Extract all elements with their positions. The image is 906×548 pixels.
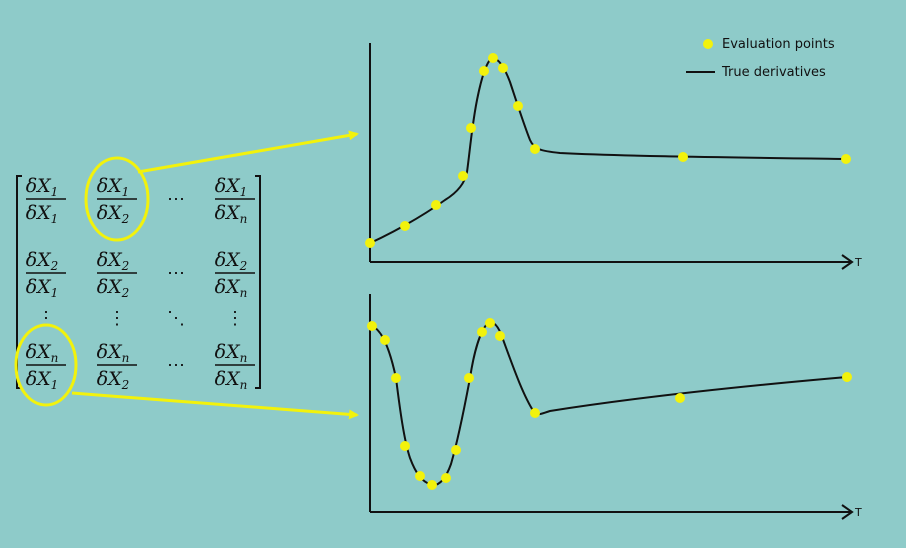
matrix-entry: δX1 δXn bbox=[215, 175, 255, 226]
evaluation-point bbox=[513, 101, 523, 111]
top-true-derivative-curve bbox=[369, 56, 847, 244]
evaluation-point bbox=[466, 123, 476, 133]
evaluation-point bbox=[415, 471, 425, 481]
evaluation-point bbox=[391, 373, 401, 383]
arrow-top bbox=[137, 130, 359, 174]
matrix-denominator: δX2 bbox=[97, 202, 130, 226]
evaluation-point bbox=[431, 200, 441, 210]
bottom-chart-axes bbox=[369, 294, 854, 520]
evaluation-point bbox=[485, 318, 495, 328]
matrix-denominator: δX1 bbox=[26, 276, 59, 300]
top-x-axis-label: T bbox=[854, 256, 862, 269]
matrix-numerator: δXn bbox=[215, 341, 248, 365]
matrix-ellipsis: ⋮ bbox=[37, 308, 55, 329]
matrix-denominator: δX1 bbox=[26, 202, 59, 226]
legend-points-label: Evaluation points bbox=[722, 37, 835, 52]
evaluation-point bbox=[530, 144, 540, 154]
matrix-entry: δXn δX1 bbox=[26, 341, 66, 392]
matrix-denominator: δXn bbox=[215, 368, 248, 392]
highlight-ellipse-top bbox=[84, 156, 150, 242]
matrix-denominator: δXn bbox=[215, 276, 248, 300]
matrix-ellipsis: ⋯ bbox=[167, 355, 185, 376]
matrix-denominator: δX1 bbox=[26, 368, 59, 392]
matrix-numerator: δX1 bbox=[97, 175, 130, 199]
evaluation-point bbox=[367, 321, 377, 331]
matrix-numerator: δX2 bbox=[97, 249, 130, 273]
legend-point-marker bbox=[703, 39, 713, 49]
matrix-ellipsis: ⋮ bbox=[226, 308, 244, 329]
evaluation-point bbox=[380, 335, 390, 345]
evaluation-point bbox=[841, 154, 851, 164]
matrix-ellipsis: ⋱ bbox=[167, 308, 185, 329]
matrix-entry: δXn δX2 bbox=[97, 341, 137, 392]
matrix-entry: δX2 δXn bbox=[215, 249, 255, 300]
highlight-ellipse-bottom bbox=[14, 323, 78, 407]
arrow-bottom bbox=[71, 391, 359, 420]
matrix-numerator: δXn bbox=[97, 341, 130, 365]
evaluation-point bbox=[441, 473, 451, 483]
evaluation-point bbox=[477, 327, 487, 337]
evaluation-point bbox=[498, 63, 508, 73]
matrix-entry: δXn δXn bbox=[215, 341, 255, 392]
evaluation-point bbox=[464, 373, 474, 383]
evaluation-point bbox=[365, 238, 375, 248]
evaluation-point bbox=[675, 393, 685, 403]
matrix-numerator: δX1 bbox=[215, 175, 248, 199]
matrix-right-bracket bbox=[255, 175, 261, 389]
matrix-numerator: δX1 bbox=[26, 175, 59, 199]
bottom-true-derivative-curve bbox=[371, 321, 848, 487]
evaluation-point bbox=[530, 408, 540, 418]
legend: Evaluation points True derivatives bbox=[686, 37, 835, 80]
matrix-ellipsis: ⋮ bbox=[108, 308, 126, 329]
evaluation-point bbox=[479, 66, 489, 76]
matrix-denominator: δX2 bbox=[97, 368, 130, 392]
evaluation-point bbox=[678, 152, 688, 162]
legend-line-label: True derivatives bbox=[721, 65, 826, 80]
top-evaluation-points bbox=[365, 53, 851, 248]
evaluation-point bbox=[400, 221, 410, 231]
matrix-numerator: δXn bbox=[26, 341, 59, 365]
evaluation-point bbox=[495, 331, 505, 341]
matrix-ellipsis: ⋯ bbox=[167, 263, 185, 284]
evaluation-point bbox=[458, 171, 468, 181]
top-chart-axes bbox=[369, 43, 854, 270]
evaluation-point bbox=[842, 372, 852, 382]
bottom-x-axis-label: T bbox=[854, 506, 862, 519]
matrix-ellipsis: ⋯ bbox=[167, 189, 185, 210]
matrix-left-bracket bbox=[16, 175, 22, 389]
matrix-numerator: δX2 bbox=[26, 249, 59, 273]
matrix-denominator: δXn bbox=[215, 202, 248, 226]
evaluation-point bbox=[400, 441, 410, 451]
evaluation-point bbox=[427, 480, 437, 490]
matrix-numerator: δX2 bbox=[215, 249, 248, 273]
bottom-evaluation-points bbox=[367, 318, 852, 490]
matrix-denominator: δX2 bbox=[97, 276, 130, 300]
evaluation-point bbox=[451, 445, 461, 455]
evaluation-point bbox=[488, 53, 498, 63]
